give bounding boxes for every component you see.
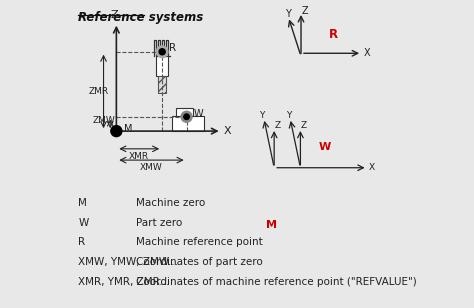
Text: Coordinates of part zero: Coordinates of part zero xyxy=(136,257,263,267)
Text: X: X xyxy=(223,126,231,136)
Text: X: X xyxy=(363,48,370,58)
Text: M: M xyxy=(78,198,87,208)
Text: Z: Z xyxy=(275,121,281,130)
Text: R: R xyxy=(78,237,85,247)
Text: M: M xyxy=(124,124,133,134)
Text: X: X xyxy=(368,163,374,172)
Circle shape xyxy=(184,114,189,120)
Circle shape xyxy=(156,46,168,58)
Text: Y: Y xyxy=(284,9,291,19)
Text: XMR, YMR, ZMR...: XMR, YMR, ZMR... xyxy=(78,277,170,287)
Text: Z: Z xyxy=(301,121,307,130)
Text: W: W xyxy=(194,109,203,119)
Text: W: W xyxy=(78,218,89,228)
Circle shape xyxy=(159,49,165,55)
Text: M: M xyxy=(266,220,277,230)
Text: XMW, YMW, ZMW...: XMW, YMW, ZMW... xyxy=(78,257,178,267)
Text: Machine zero: Machine zero xyxy=(136,198,205,208)
Circle shape xyxy=(111,126,122,137)
Text: Z: Z xyxy=(110,10,118,20)
FancyBboxPatch shape xyxy=(158,76,166,93)
Text: Coordinates of machine reference point ("REFVALUE"): Coordinates of machine reference point (… xyxy=(136,277,417,287)
Text: Reference systems: Reference systems xyxy=(78,10,203,23)
Text: XMR: XMR xyxy=(129,152,149,161)
Text: Z: Z xyxy=(302,6,309,15)
Text: Y: Y xyxy=(286,111,291,120)
Text: Machine reference point: Machine reference point xyxy=(136,237,263,247)
FancyBboxPatch shape xyxy=(176,108,193,116)
Circle shape xyxy=(181,111,192,122)
Text: R: R xyxy=(170,43,177,53)
FancyBboxPatch shape xyxy=(172,116,204,131)
FancyBboxPatch shape xyxy=(156,56,168,76)
Text: R: R xyxy=(329,28,338,41)
Text: XMW: XMW xyxy=(140,163,163,172)
Text: ZMR: ZMR xyxy=(89,87,109,96)
Text: ZMW: ZMW xyxy=(92,116,115,125)
Text: Y: Y xyxy=(259,111,265,120)
Text: Part zero: Part zero xyxy=(136,218,182,228)
Text: W: W xyxy=(319,142,331,152)
